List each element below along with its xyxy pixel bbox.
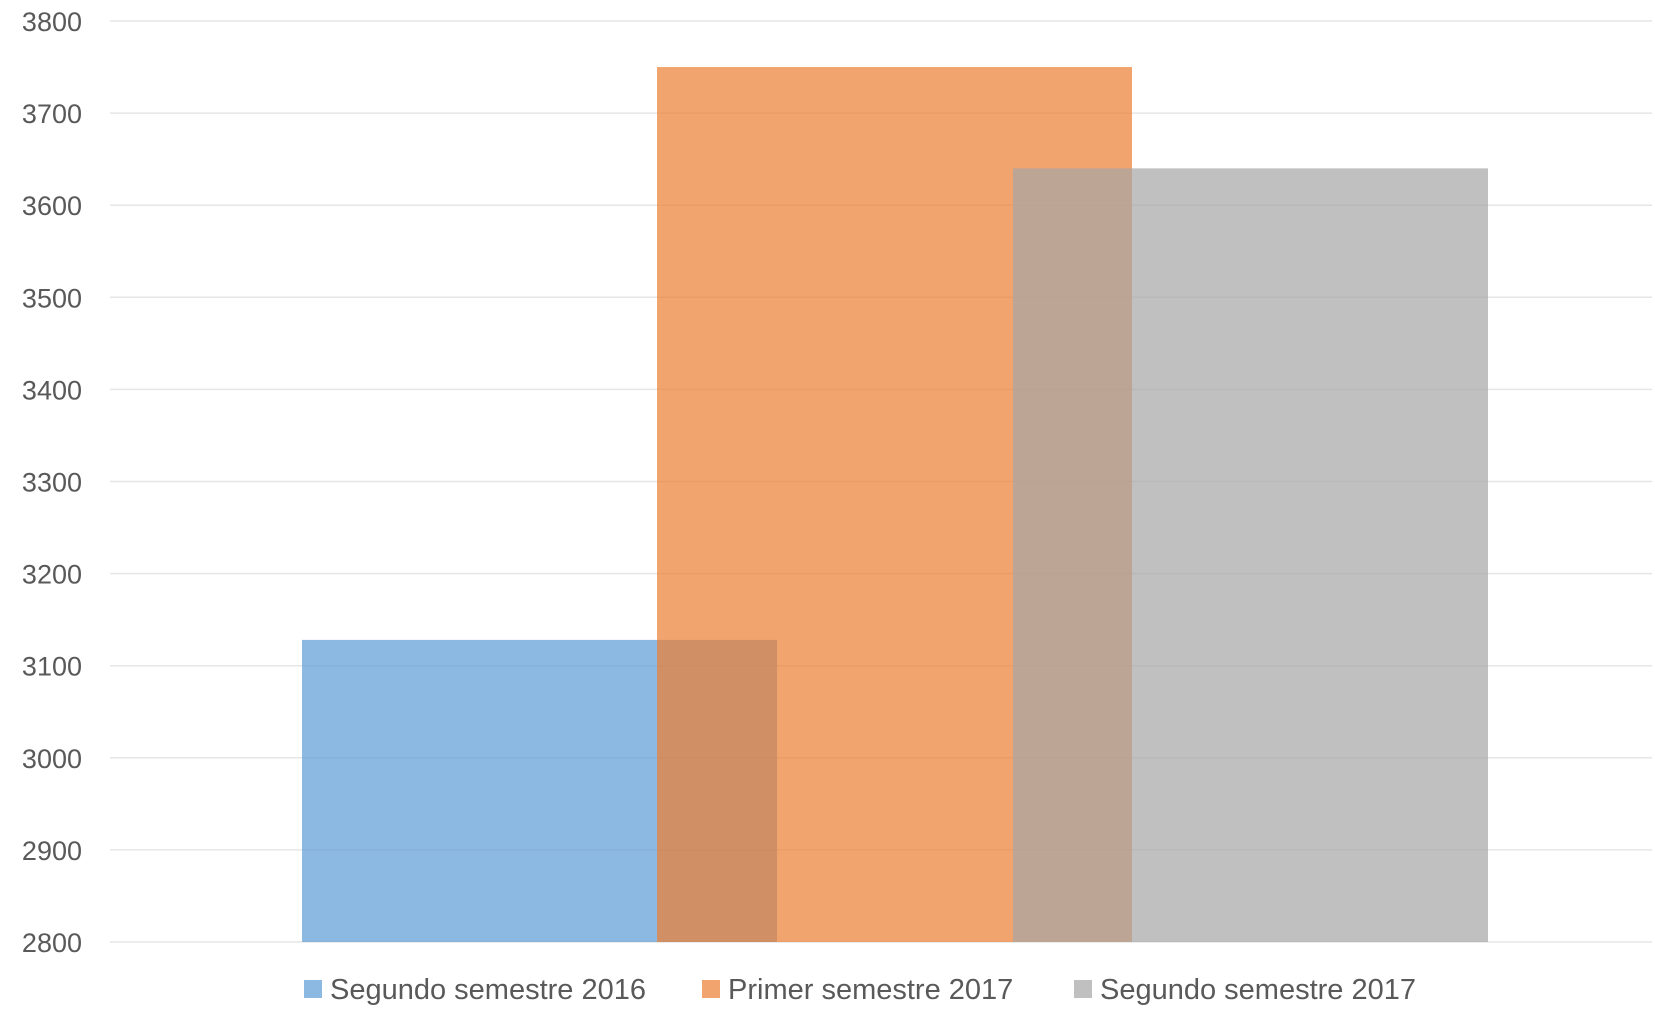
y-tick-label: 3300 — [22, 468, 82, 498]
bars — [302, 67, 1488, 943]
y-tick-label: 2900 — [22, 836, 82, 866]
y-tick-label: 2800 — [22, 928, 82, 958]
legend-swatch — [304, 980, 322, 998]
y-axis-tick-labels: 2800 2900 3000 3100 3200 3300 3400 3500 3600 3700… — [22, 7, 82, 958]
bar-3 — [1013, 168, 1488, 943]
legend-label: Segundo semestre 2016 — [330, 974, 646, 1006]
y-tick-label: 3800 — [22, 7, 82, 37]
y-tick-label: 3100 — [22, 652, 82, 682]
legend-label: Primer semestre 2017 — [728, 974, 1013, 1006]
legend-label: Segundo semestre 2017 — [1100, 974, 1416, 1006]
legend-swatch — [702, 980, 720, 998]
y-tick-label: 3200 — [22, 560, 82, 590]
legend-swatch — [1074, 980, 1092, 998]
legend: Segundo semestre 2016 Primer semestre 201… — [304, 974, 1416, 1006]
y-tick-label: 3400 — [22, 375, 82, 405]
y-tick-label: 3000 — [22, 744, 82, 774]
y-tick-label: 3600 — [22, 191, 82, 221]
y-tick-label: 3700 — [22, 99, 82, 129]
y-tick-label: 3500 — [22, 283, 82, 313]
